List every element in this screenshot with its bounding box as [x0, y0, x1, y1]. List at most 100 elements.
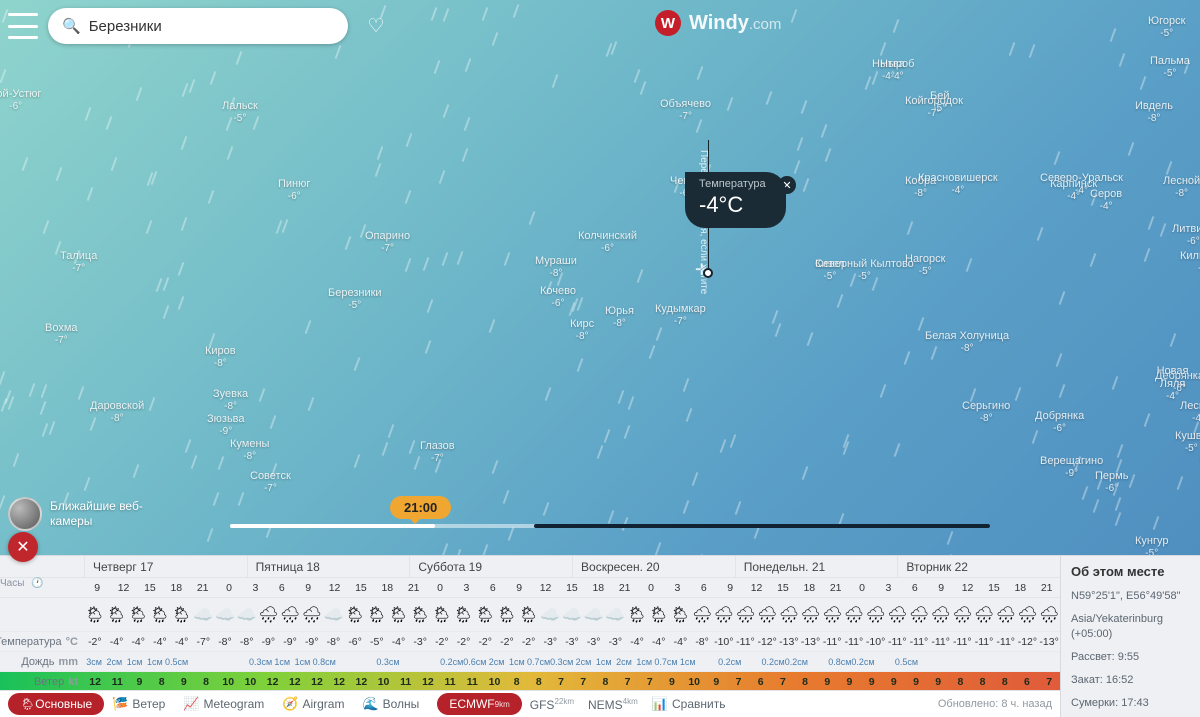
weather-icon[interactable]: 🌦: [388, 598, 410, 631]
temp-cell[interactable]: -13°: [1038, 632, 1060, 651]
temp-cell[interactable]: -2°: [474, 632, 496, 651]
wind-cell[interactable]: 8: [151, 672, 173, 691]
weather-icon[interactable]: ☁️: [539, 598, 561, 631]
rain-cell[interactable]: 1см: [145, 652, 165, 671]
wind-cell[interactable]: 7: [639, 672, 661, 691]
hours-cell[interactable]: 18: [585, 578, 611, 597]
wind-cell[interactable]: 6: [1016, 672, 1038, 691]
rain-cell[interactable]: [1040, 652, 1060, 671]
rain-cell[interactable]: 0.8см: [828, 652, 851, 671]
rain-cell[interactable]: [999, 652, 1019, 671]
temp-cell[interactable]: -13°: [778, 632, 800, 651]
temp-cell[interactable]: -11°: [952, 632, 974, 651]
wind-cell[interactable]: 7: [1038, 672, 1060, 691]
wind-cell[interactable]: 12: [284, 672, 306, 691]
wind-cell[interactable]: 10: [372, 672, 394, 691]
wind-cell[interactable]: 9: [883, 672, 905, 691]
rain-cell[interactable]: [875, 652, 895, 671]
wind-cell[interactable]: 7: [572, 672, 594, 691]
hours-cell[interactable]: 0: [427, 578, 453, 597]
slider-track[interactable]: [230, 524, 990, 528]
webcam-widget[interactable]: Ближайшие веб-камеры: [8, 497, 143, 531]
weather-icon[interactable]: 🌧: [886, 598, 908, 631]
temp-cell[interactable]: -11°: [821, 632, 843, 651]
temp-cell[interactable]: -4°: [149, 632, 171, 651]
rain-cell[interactable]: 0.5см: [165, 652, 188, 671]
wind-cell[interactable]: 12: [262, 672, 284, 691]
close-button[interactable]: ✕: [8, 532, 38, 562]
hours-cell[interactable]: 18: [1007, 578, 1033, 597]
temp-cell[interactable]: -2°: [496, 632, 518, 651]
weather-icon[interactable]: 🌧: [735, 598, 757, 631]
weather-icon[interactable]: 🌦: [171, 598, 193, 631]
wind-cell[interactable]: 9: [173, 672, 195, 691]
rain-cell[interactable]: [420, 652, 440, 671]
wind-cell[interactable]: 8: [195, 672, 217, 691]
weather-icon[interactable]: 🌧: [821, 598, 843, 631]
weather-icon[interactable]: ☁️: [323, 598, 345, 631]
hours-cell[interactable]: 21: [401, 578, 427, 597]
temp-cell[interactable]: -4°: [670, 632, 692, 651]
weather-icon[interactable]: 🌦: [626, 598, 648, 631]
weather-icon[interactable]: 🌦: [127, 598, 149, 631]
wind-cell[interactable]: 10: [483, 672, 505, 691]
rain-cell[interactable]: [959, 652, 979, 671]
wind-cell[interactable]: 10: [239, 672, 261, 691]
weather-icon[interactable]: 🌦: [344, 598, 366, 631]
wind-cell[interactable]: 10: [683, 672, 705, 691]
rain-cell[interactable]: 1см: [272, 652, 292, 671]
temp-cell[interactable]: -2°: [431, 632, 453, 651]
rain-cell[interactable]: [208, 652, 228, 671]
weather-icon[interactable]: 🌧: [843, 598, 865, 631]
tab-meteogram[interactable]: 📈 Meteogram: [183, 696, 264, 712]
temp-cell[interactable]: -9°: [258, 632, 280, 651]
wind-cell[interactable]: 8: [972, 672, 994, 691]
hours-cell[interactable]: 12: [954, 578, 980, 597]
rain-cell[interactable]: [808, 652, 828, 671]
rain-cell[interactable]: 0.7см: [654, 652, 677, 671]
hours-cell[interactable]: 21: [1034, 578, 1060, 597]
hours-cell[interactable]: 12: [110, 578, 136, 597]
temp-cell[interactable]: -11°: [908, 632, 930, 651]
weather-icon[interactable]: 🌦: [496, 598, 518, 631]
weather-icon[interactable]: ☁️: [583, 598, 605, 631]
wind-cell[interactable]: 7: [550, 672, 572, 691]
weather-icon[interactable]: 🌧: [865, 598, 887, 631]
rain-cell[interactable]: 3см: [84, 652, 104, 671]
weather-icon[interactable]: 🌦: [106, 598, 128, 631]
weather-icon[interactable]: 🌦: [84, 598, 106, 631]
hours-cell[interactable]: 3: [664, 578, 690, 597]
rain-cell[interactable]: [741, 652, 761, 671]
rain-cell[interactable]: 2см: [614, 652, 634, 671]
tab-wind[interactable]: 🎏 Ветер: [112, 696, 165, 712]
wind-cell[interactable]: 6: [750, 672, 772, 691]
wind-cell[interactable]: 12: [417, 672, 439, 691]
wind-cell[interactable]: 12: [84, 672, 106, 691]
temp-cell[interactable]: -3°: [539, 632, 561, 651]
weather-icon[interactable]: 🌧: [301, 598, 323, 631]
wind-cell[interactable]: 7: [772, 672, 794, 691]
rain-cell[interactable]: 0.8см: [313, 652, 336, 671]
rain-cell[interactable]: 0.7см: [527, 652, 550, 671]
temp-cell[interactable]: -11°: [930, 632, 952, 651]
rain-cell[interactable]: 0.3см: [550, 652, 573, 671]
wind-cell[interactable]: 9: [128, 672, 150, 691]
wind-cell[interactable]: 12: [306, 672, 328, 691]
rain-cell[interactable]: 1см: [594, 652, 614, 671]
hours-cell[interactable]: 18: [796, 578, 822, 597]
rain-cell[interactable]: [979, 652, 999, 671]
temp-cell[interactable]: -4°: [106, 632, 128, 651]
temp-cell[interactable]: -4°: [171, 632, 193, 651]
temp-cell[interactable]: -8°: [214, 632, 236, 651]
wind-cell[interactable]: 9: [861, 672, 883, 691]
temp-cell[interactable]: -4°: [648, 632, 670, 651]
time-bubble[interactable]: 21:00: [390, 496, 451, 519]
model-ecmwf[interactable]: ECMWF 9km: [437, 693, 521, 715]
temp-cell[interactable]: -4°: [626, 632, 648, 651]
rain-cell[interactable]: 2см: [573, 652, 593, 671]
wind-cell[interactable]: 11: [439, 672, 461, 691]
hours-cell[interactable]: 6: [691, 578, 717, 597]
rain-cell[interactable]: [356, 652, 376, 671]
hours-cell[interactable]: 21: [190, 578, 216, 597]
tab-waves[interactable]: 🌊 Волны: [362, 696, 419, 712]
